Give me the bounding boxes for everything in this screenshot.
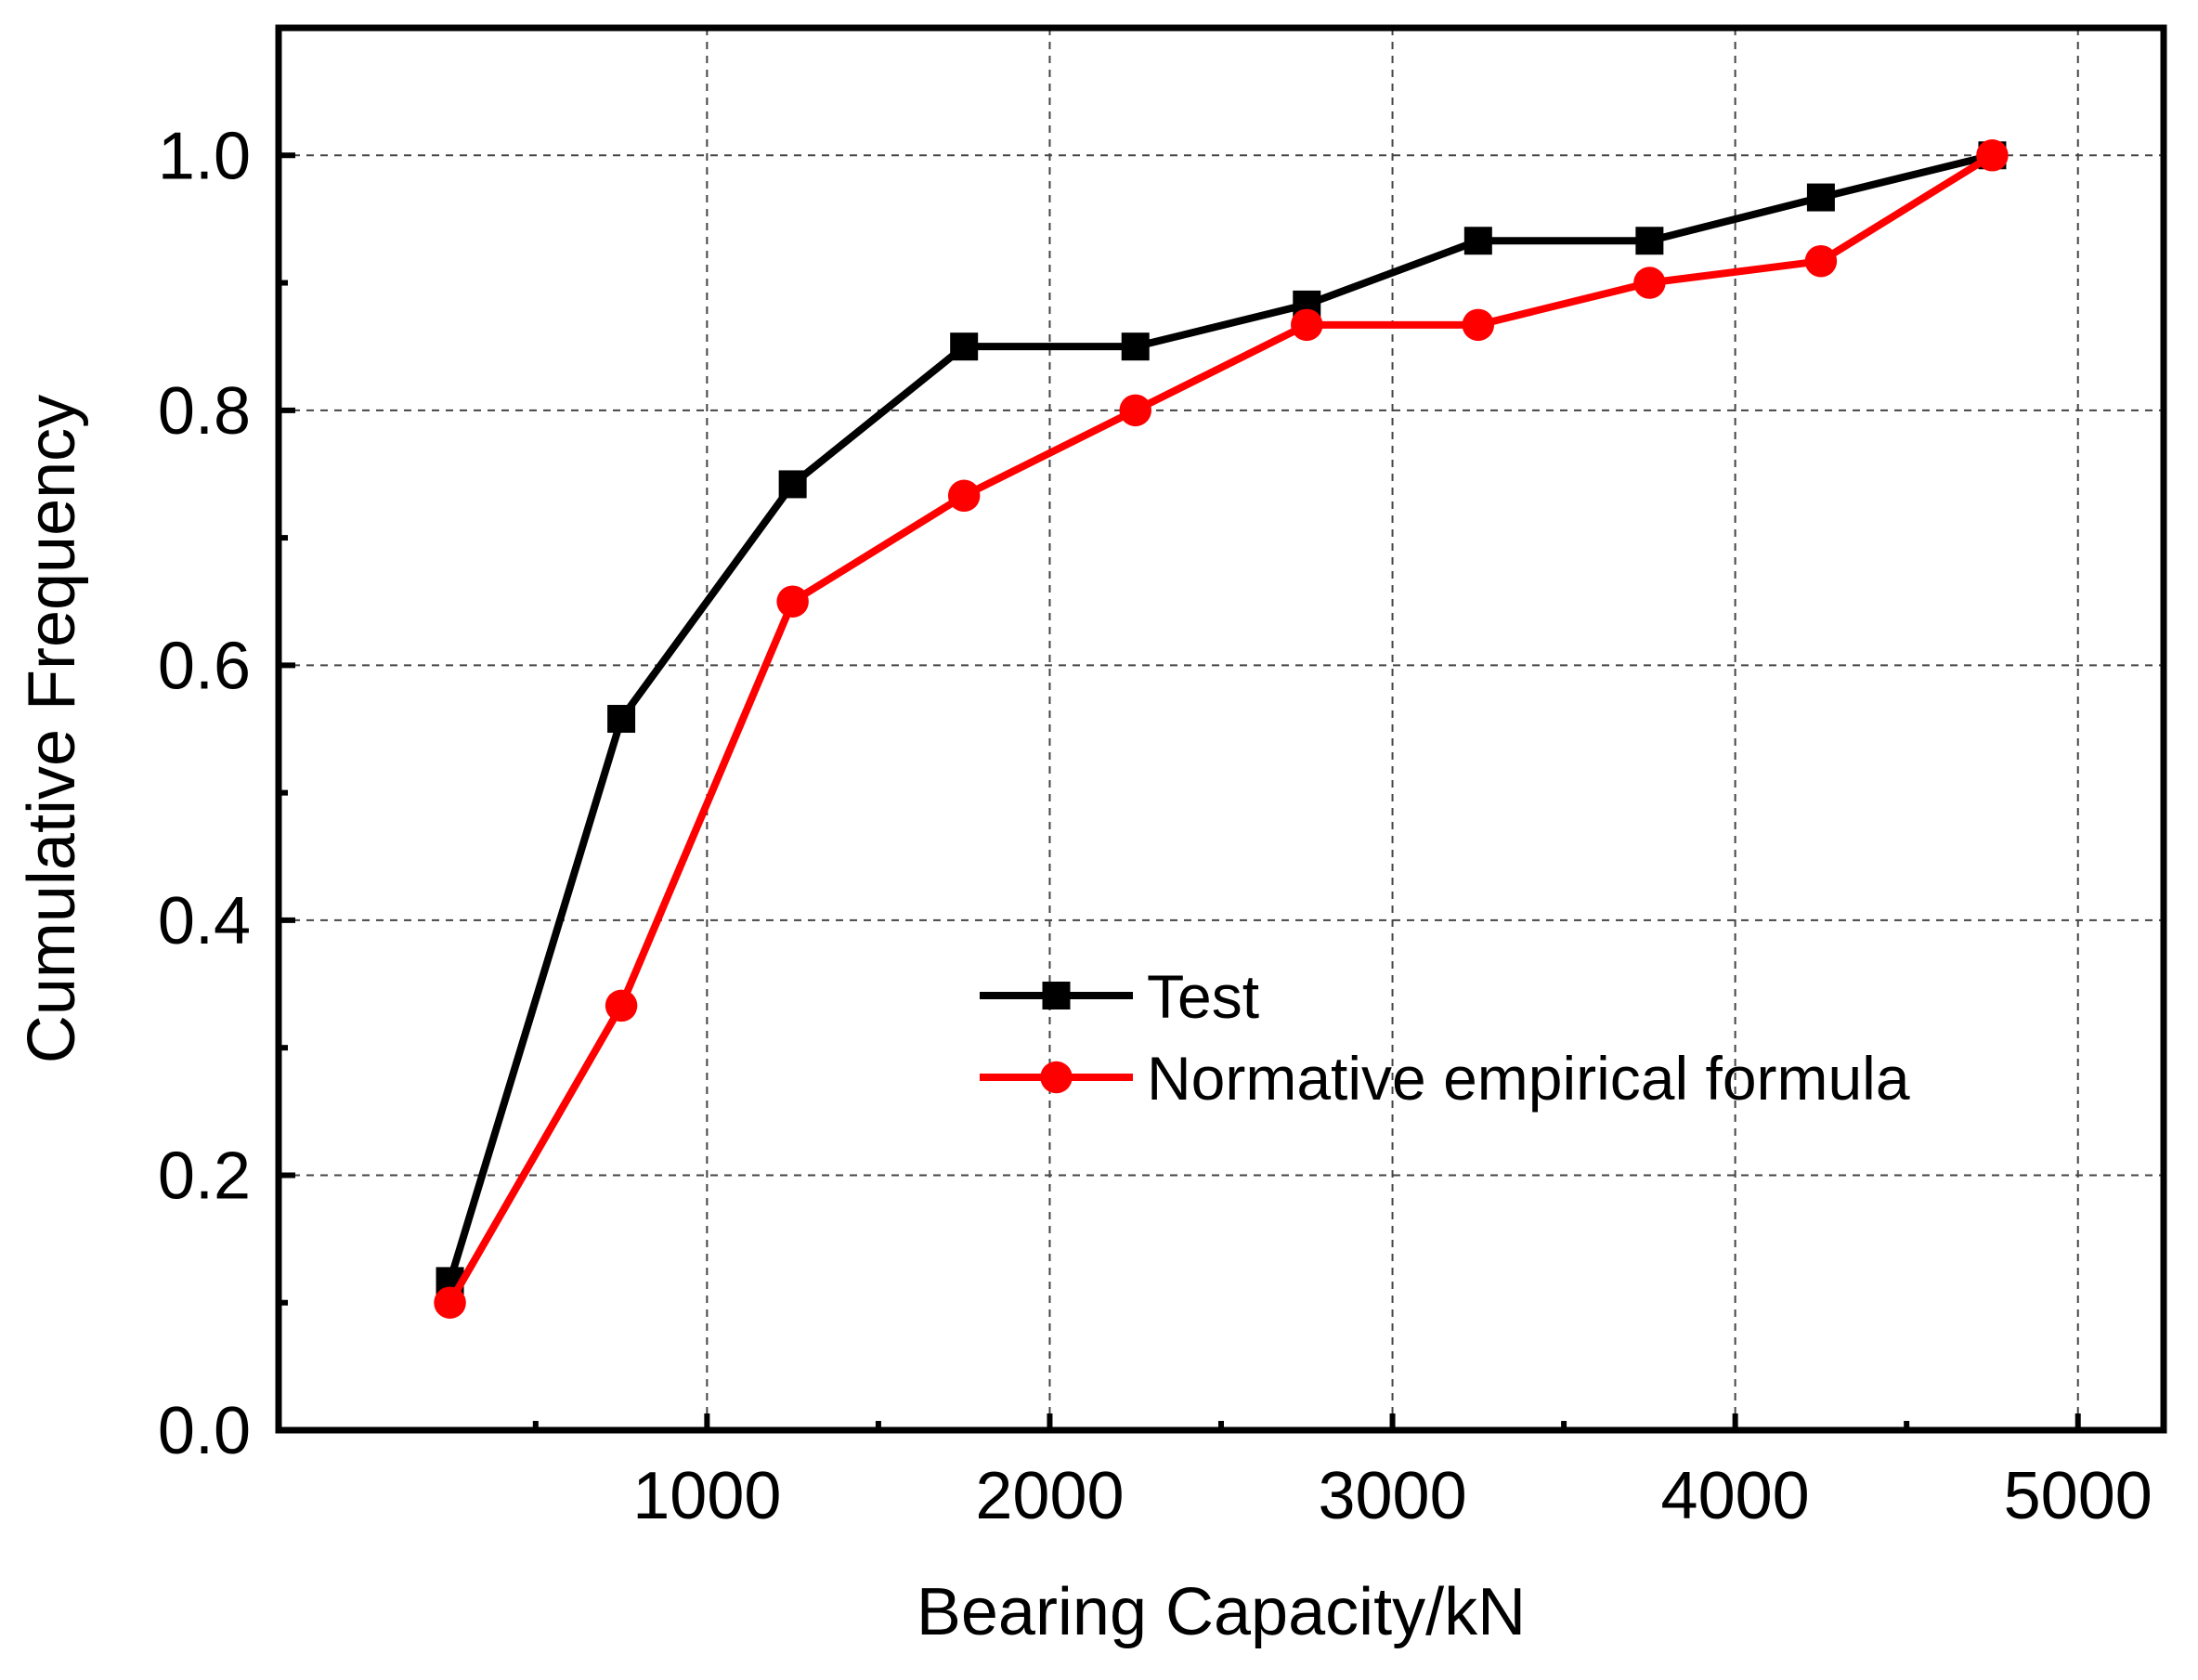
data-point [1804, 244, 1838, 278]
y-tick-label: 0.0 [158, 1394, 251, 1468]
data-point [1633, 267, 1666, 299]
grid [279, 28, 2164, 1430]
data-point [1806, 183, 1835, 212]
x-tick-label: 5000 [2004, 1459, 2152, 1533]
x-tick-label: 3000 [1318, 1459, 1466, 1533]
data-point [950, 332, 979, 361]
legend-item: Test [980, 962, 1259, 1031]
y-tick-label: 0.4 [158, 884, 251, 958]
x-tick-label: 4000 [1661, 1459, 1810, 1533]
axis-ticks [279, 152, 2081, 1433]
data-point [1291, 308, 1323, 342]
y-tick-label: 0.2 [158, 1139, 251, 1213]
data-point [605, 989, 638, 1022]
series-group [434, 139, 2009, 1319]
data-point [434, 1286, 466, 1319]
series-test [436, 141, 2007, 1296]
data-point [1119, 394, 1151, 427]
data-point [776, 585, 809, 618]
x-tick-label: 1000 [632, 1459, 781, 1533]
legend-marker [1040, 1061, 1073, 1094]
data-point [1121, 332, 1150, 361]
x-axis-title: Bearing Capacity/kN [917, 1575, 1526, 1649]
tick-labels: 1000 2000 3000 4000 5000 0.0 0.2 0.4 0.6 0.8 1.0 [158, 119, 2152, 1533]
legend-marker [1042, 982, 1071, 1009]
x-tick-label: 2000 [975, 1459, 1124, 1533]
legend-item: Normative empirical formula [980, 1044, 1910, 1113]
legend-label: Normative empirical formula [1147, 1044, 1910, 1113]
plot-frame [275, 24, 2167, 1434]
y-tick-label: 0.6 [158, 629, 251, 703]
data-point [1462, 308, 1495, 342]
series-line [447, 151, 1995, 1305]
data-point [1463, 227, 1492, 255]
legend-label: Test [1147, 962, 1259, 1031]
legend: Test Normative empirical formula [980, 962, 1910, 1113]
series-line [446, 151, 1994, 1283]
data-point [778, 470, 807, 499]
data-point [607, 705, 636, 734]
y-axis-title: Cumulative Frequency [15, 395, 89, 1063]
data-point [1976, 139, 2009, 172]
y-tick-label: 0.8 [158, 374, 251, 449]
y-tick-label: 1.0 [158, 119, 251, 193]
series-normative-empirical-formula [434, 139, 2009, 1319]
data-point [947, 479, 981, 513]
data-point [1635, 227, 1664, 255]
